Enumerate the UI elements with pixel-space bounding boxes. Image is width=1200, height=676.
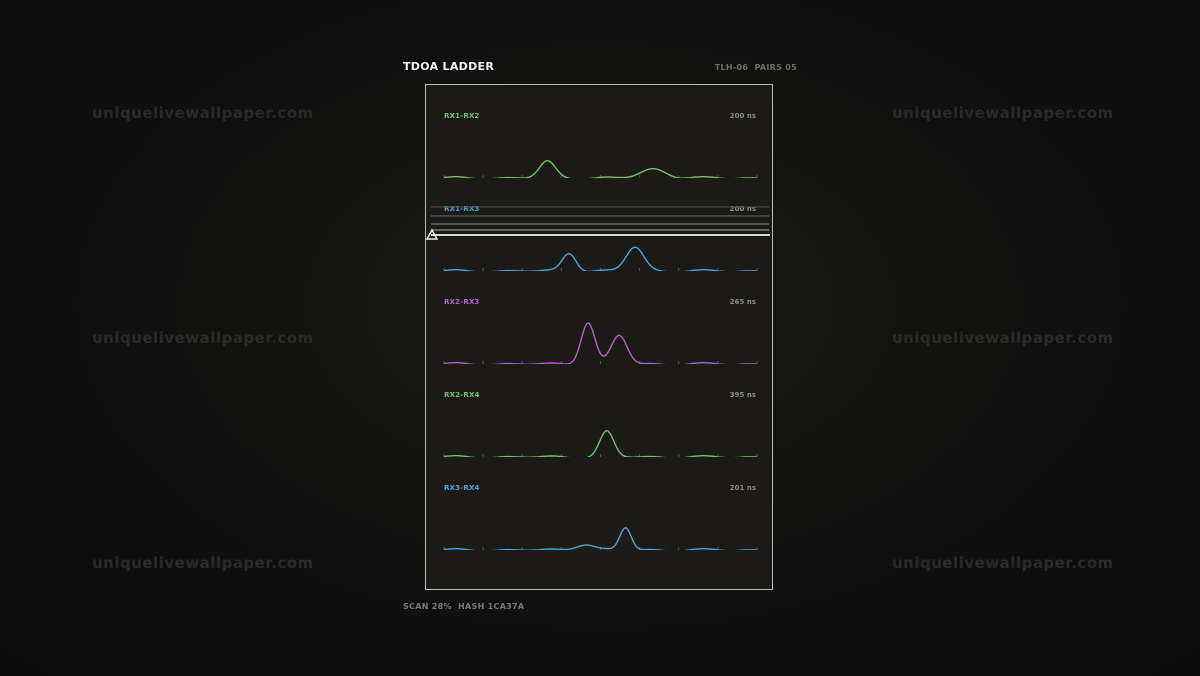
waveform-trace [443,429,758,457]
watermark: uniquelivewallpaper.com [92,554,314,572]
watermark: uniquelivewallpaper.com [892,329,1114,347]
watermark: uniquelivewallpaper.com [892,554,1114,572]
ladder-panel: RX1-RX2 200 ns RX1-RX3 200 ns RX2-RX3 26… [425,84,773,590]
row-value: 200 ns [729,112,756,120]
waveform-trace [443,322,758,364]
row-value: 201 ns [729,484,756,492]
page-title: TDOA LADDER [403,60,495,73]
ladder-row: RX3-RX4 201 ns [426,457,772,550]
waveform-plot [443,526,758,550]
waveform-plot [443,159,758,178]
row-label: RX2-RX4 [444,391,480,399]
ladder-row: RX1-RX2 200 ns [426,85,772,178]
waveform-plot [443,429,758,457]
waveform-trace [443,526,758,550]
scan-status: SCAN 28% HASH 1CA37A [403,602,525,611]
waveform-plot [443,322,758,364]
waveform-trace [443,159,758,178]
row-value: 265 ns [729,298,756,306]
waveform-plot [443,246,758,271]
row-value: 395 ns [729,391,756,399]
watermark: uniquelivewallpaper.com [92,329,314,347]
waveform-trace [443,246,758,271]
row-label: RX3-RX4 [444,484,480,492]
row-value: 200 ns [729,205,756,213]
ladder-row: RX1-RX3 200 ns [426,178,772,271]
watermark: uniquelivewallpaper.com [92,104,314,122]
ladder-row: RX2-RX3 265 ns [426,271,772,364]
row-label: RX1-RX2 [444,112,480,120]
row-label: RX2-RX3 [444,298,480,306]
watermark: uniquelivewallpaper.com [892,104,1114,122]
header-meta: TLH-06 PAIRS 05 [714,63,797,72]
row-label: RX1-RX3 [444,205,480,213]
ladder-row: RX2-RX4 395 ns [426,364,772,457]
